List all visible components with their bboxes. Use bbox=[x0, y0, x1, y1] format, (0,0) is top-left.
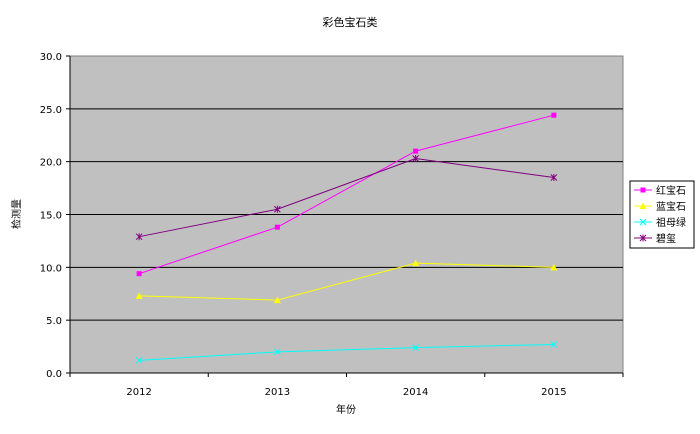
x-tick-label: 2012 bbox=[126, 387, 151, 398]
series-line bbox=[139, 262, 554, 301]
legend-label: 碧玺 bbox=[656, 232, 676, 245]
legend-marker bbox=[640, 187, 646, 193]
legend-marker bbox=[639, 234, 647, 242]
legend-item: 祖母绿 bbox=[634, 216, 686, 229]
data-point bbox=[135, 292, 143, 299]
series-3 bbox=[135, 154, 558, 241]
legend-label: 蓝宝石 bbox=[656, 200, 686, 213]
legend-item: 蓝宝石 bbox=[634, 200, 686, 213]
data-point bbox=[136, 271, 142, 277]
series-line bbox=[139, 157, 554, 238]
legend-item: 红宝石 bbox=[634, 184, 686, 197]
legend-marker bbox=[639, 218, 647, 226]
y-tick-label: 10.0 bbox=[40, 263, 62, 274]
y-tick-label: 5.0 bbox=[46, 316, 62, 327]
data-point bbox=[551, 112, 557, 118]
series-lines bbox=[135, 112, 558, 364]
data-point bbox=[273, 296, 281, 304]
series-line bbox=[139, 343, 554, 361]
series-0 bbox=[136, 112, 557, 277]
data-point bbox=[135, 233, 143, 241]
x-axis-ticks: 2012 2013 2014 2015 bbox=[69, 372, 624, 398]
x-tick-label: 2015 bbox=[541, 387, 566, 398]
legend-item: 碧玺 bbox=[634, 232, 676, 245]
y-tick-label: 25.0 bbox=[40, 105, 62, 116]
chart-title: 彩色宝石类 bbox=[323, 15, 378, 29]
legend-label: 红宝石 bbox=[656, 184, 686, 197]
x-axis-title: 年份 bbox=[336, 403, 356, 416]
x-tick-label: 2014 bbox=[403, 387, 428, 398]
data-point bbox=[274, 224, 280, 230]
data-point bbox=[413, 148, 419, 154]
y-axis-ticks: 0.0 5.0 10.0 15.0 20.0 25.0 30.0 bbox=[40, 52, 71, 380]
data-point bbox=[550, 341, 558, 348]
data-point bbox=[412, 344, 419, 351]
y-tick-label: 20.0 bbox=[40, 158, 62, 169]
series-line bbox=[138, 114, 555, 275]
series-2 bbox=[135, 341, 558, 364]
x-tick-label: 2013 bbox=[265, 387, 290, 398]
data-point bbox=[274, 348, 281, 356]
y-tick-label: 30.0 bbox=[40, 52, 62, 63]
data-point bbox=[274, 205, 281, 213]
legend-marker bbox=[639, 202, 647, 209]
data-point bbox=[550, 174, 558, 182]
data-point bbox=[135, 356, 143, 364]
data-point bbox=[412, 259, 420, 267]
data-point bbox=[550, 263, 558, 271]
data-point bbox=[412, 154, 419, 162]
y-tick-label: 15.0 bbox=[40, 211, 62, 222]
y-tick-label: 0.0 bbox=[46, 369, 62, 380]
y-axis-title: 检测量 bbox=[10, 199, 23, 229]
legend-label: 祖母绿 bbox=[656, 216, 686, 229]
gridlines bbox=[70, 108, 623, 321]
series-1 bbox=[135, 259, 558, 304]
